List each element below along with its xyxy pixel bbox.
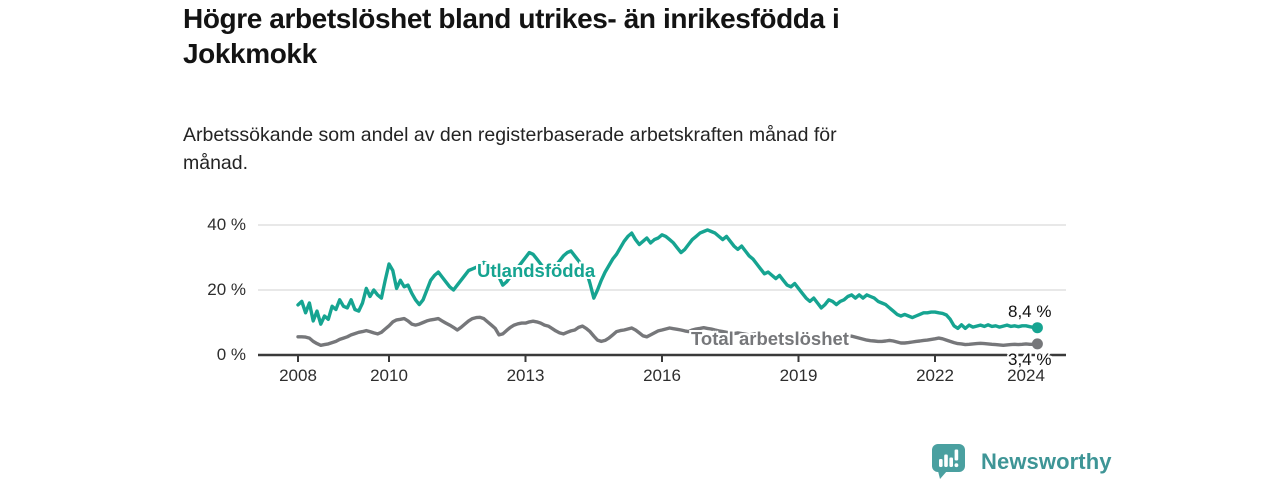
chart-subtitle-line2: månad. — [183, 152, 249, 174]
series-end-dot-utlandsf-dda — [1031, 322, 1043, 334]
x-axis-label-2010: 2010 — [370, 366, 408, 385]
chart-subtitle-line1: Arbetssökande som andel av den registerb… — [183, 124, 837, 146]
x-axis-label-2022: 2022 — [916, 366, 954, 385]
series-line-utlandsf-dda — [296, 228, 1040, 331]
x-axis-label-2013: 2013 — [506, 366, 545, 385]
end-value-label-total: 3,4 % — [1008, 350, 1052, 369]
newsworthy-logo: Newsworthy — [930, 443, 1112, 480]
gridlines — [258, 224, 1066, 291]
page-title: Högre arbetslöshet bland utrikes- än inr… — [183, 1, 1103, 71]
page-title-line2: Jokkmokk — [183, 38, 317, 69]
series-label-utlandsfodda: Utlandsfödda — [477, 260, 596, 281]
y-axis-label-40: 40 % — [207, 215, 246, 234]
page-title-line1: Högre arbetslöshet bland utrikes- än inr… — [183, 3, 840, 34]
newsworthy-wordmark: Newsworthy — [981, 448, 1112, 474]
y-axis-label-20: 20 % — [207, 280, 246, 299]
series-end-dot-total-arbetsl-shet — [1031, 338, 1043, 350]
chart-subtitle: Arbetssökande som andel av den registerb… — [183, 121, 1063, 177]
newsworthy-logo-icon — [932, 444, 965, 479]
x-axis-label-2008: 2008 — [279, 366, 317, 385]
end-value-label-utlandsfodda: 8,4 % — [1008, 302, 1052, 321]
series-lines — [296, 228, 1040, 347]
y-axis-label-0: 0 % — [216, 345, 246, 364]
x-axis — [258, 353, 1066, 362]
x-axis-label-2016: 2016 — [643, 366, 681, 385]
series-line-total-arbetsl-shet — [296, 315, 1040, 347]
x-axis-label-2024: 2024 — [1007, 366, 1045, 385]
series-end-dots — [1031, 322, 1043, 350]
x-axis-label-2019: 2019 — [779, 366, 818, 385]
series-label-total-arbetsloshet: Total arbetslöshet — [691, 328, 849, 349]
